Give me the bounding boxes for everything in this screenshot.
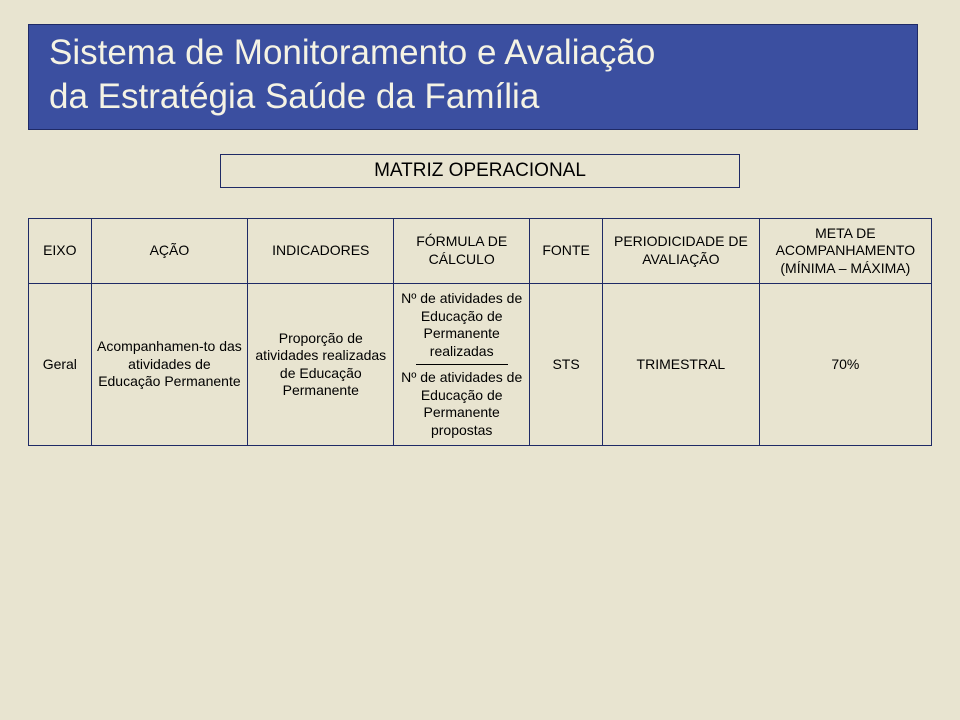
slide: Sistema de Monitoramento e Avaliação da … [0, 0, 960, 720]
th-meta: META DE ACOMPANHAMENTO (MÍNIMA – MÁXIMA) [759, 218, 931, 284]
matrix-table: EIXO AÇÃO INDICADORES FÓRMULA DE CÁLCULO… [28, 218, 932, 447]
cell-indicadores: Proporção de atividades realizadas de Ed… [248, 284, 394, 446]
th-formula: FÓRMULA DE CÁLCULO [394, 218, 530, 284]
title-line-2: da Estratégia Saúde da Família [49, 75, 897, 119]
subtitle-text: MATRIZ OPERACIONAL [374, 160, 586, 181]
cell-formula: Nº de atividades de Educação de Permanen… [394, 284, 530, 446]
table-row: Geral Acompanhamen-to das atividades de … [29, 284, 932, 446]
title-block: Sistema de Monitoramento e Avaliação da … [28, 24, 918, 130]
cell-fonte: STS [530, 284, 603, 446]
th-indicadores: INDICADORES [248, 218, 394, 284]
cell-meta: 70% [759, 284, 931, 446]
cell-eixo: Geral [29, 284, 92, 446]
th-fonte: FONTE [530, 218, 603, 284]
table-header-row: EIXO AÇÃO INDICADORES FÓRMULA DE CÁLCULO… [29, 218, 932, 284]
th-meta-line1: META DE ACOMPANHAMENTO [764, 225, 927, 260]
formula-denominator: Nº de atividades de Educação de Permanen… [398, 369, 525, 439]
cell-acao: Acompanhamen-to das atividades de Educaç… [91, 284, 248, 446]
formula-divider [416, 364, 508, 365]
title-line-1: Sistema de Monitoramento e Avaliação [49, 31, 897, 75]
formula-numerator: Nº de atividades de Educação de Permanen… [398, 290, 525, 360]
subtitle-block: MATRIZ OPERACIONAL [220, 154, 740, 188]
th-meta-line2: (MÍNIMA – MÁXIMA) [764, 260, 927, 278]
th-acao: AÇÃO [91, 218, 248, 284]
th-periodicidade: PERIODICIDADE DE AVALIAÇÃO [603, 218, 760, 284]
cell-periodicidade: TRIMESTRAL [603, 284, 760, 446]
th-eixo: EIXO [29, 218, 92, 284]
